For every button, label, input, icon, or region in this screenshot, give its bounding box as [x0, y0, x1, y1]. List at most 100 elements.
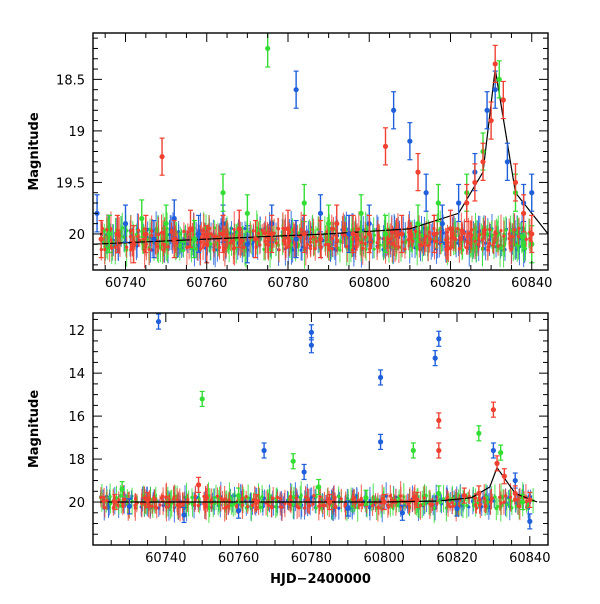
noise-point [441, 497, 446, 501]
data-point [435, 200, 441, 206]
noise-point [478, 233, 482, 237]
x-tick-label: 60780 [291, 551, 332, 566]
data-point [519, 499, 526, 505]
data-point [220, 231, 226, 237]
noise-point [494, 506, 498, 511]
noise-point [516, 504, 520, 508]
noise-point [156, 232, 161, 237]
noise-point [175, 503, 179, 507]
noise-point [486, 500, 490, 504]
data-point [308, 342, 314, 348]
y-tick-label: 18.5 [56, 73, 85, 88]
noise-point [460, 228, 465, 232]
noise-point [390, 242, 394, 246]
noise-point [524, 237, 528, 241]
noise-point [509, 248, 513, 252]
noise-point [217, 238, 221, 243]
noise-point [465, 235, 469, 239]
noise-point [251, 229, 255, 233]
data-point [498, 450, 504, 456]
data-point [145, 497, 151, 503]
data-point [244, 210, 250, 216]
noise-point [450, 501, 454, 505]
noise-point [493, 495, 497, 499]
data-point [377, 439, 384, 445]
noise-point [305, 243, 310, 247]
noise-point [508, 495, 513, 499]
noise-point [292, 228, 296, 232]
noise-point [113, 245, 117, 249]
noise-point [175, 241, 179, 246]
data-point [521, 210, 527, 216]
noise-point [203, 498, 208, 502]
noise-point [311, 235, 316, 239]
data-point [293, 87, 299, 93]
data-point [151, 236, 157, 242]
noise-point [278, 496, 282, 501]
data-point [171, 236, 177, 242]
data-point [504, 159, 510, 165]
data-point [529, 231, 535, 237]
noise-point [258, 243, 262, 247]
data-point [492, 87, 498, 93]
noise-point [181, 502, 185, 506]
noise-point [515, 497, 520, 501]
data-point [436, 490, 442, 497]
noise-point [250, 503, 254, 508]
noise-point [103, 247, 107, 252]
noise-point [327, 246, 331, 250]
noise-point [413, 229, 418, 234]
noise-point [129, 248, 133, 252]
noise-point [278, 505, 282, 509]
noise-point [109, 227, 113, 231]
noise-point [277, 248, 281, 252]
noise-point [334, 244, 338, 248]
noise-point [387, 505, 391, 509]
noise-point [428, 230, 432, 234]
noise-point [486, 248, 490, 252]
noise-point [232, 227, 236, 232]
noise-point [409, 232, 414, 236]
noise-point [422, 496, 426, 500]
noise-point [424, 234, 428, 238]
noise-point [304, 495, 308, 499]
noise-point [528, 238, 532, 242]
noise-point [274, 241, 279, 245]
noise-point [312, 494, 316, 498]
x-tick-label: 60780 [267, 276, 308, 291]
noise-point [231, 503, 235, 507]
noise-point [240, 503, 244, 507]
noise-point [170, 228, 174, 232]
noise-point [289, 243, 293, 247]
data-point [163, 221, 169, 227]
noise-point [299, 494, 303, 498]
series-2 [98, 44, 535, 264]
noise-point [314, 506, 318, 510]
data-point [461, 492, 467, 499]
noise-point [337, 494, 341, 499]
data-point [308, 329, 314, 335]
y-tick-label: 19.5 [56, 176, 85, 191]
data-point [382, 231, 389, 237]
noise-point [211, 234, 215, 238]
noise-point [508, 241, 512, 245]
noise-point [330, 236, 334, 240]
noise-point [209, 232, 213, 236]
noise-point [372, 247, 376, 251]
noise-point [393, 244, 397, 248]
data-point [407, 138, 413, 144]
noise-point [325, 230, 329, 234]
data-point [285, 226, 291, 232]
data-point [436, 417, 442, 424]
noise-point [464, 245, 469, 250]
x-tick-label: 60760 [218, 551, 259, 566]
data-point [512, 490, 518, 497]
noise-point [496, 244, 500, 248]
noise-point [178, 232, 182, 236]
data-point [326, 221, 332, 227]
noise-point [313, 246, 317, 251]
noise-point [121, 497, 126, 501]
noise-point [498, 495, 502, 499]
noise-point [359, 240, 363, 245]
noise-point [487, 241, 492, 246]
